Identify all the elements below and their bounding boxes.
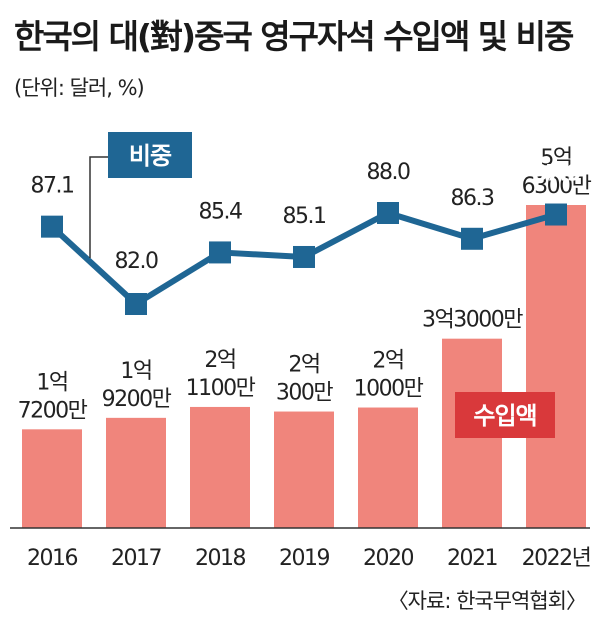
ratio-legend-label: 비중 <box>129 142 172 170</box>
import-value-label: 2억 <box>288 353 319 378</box>
ratio-marker <box>545 203 567 226</box>
ratio-line-series: 87.1 82.0 85.4 85.1 88.0 86.3 87.9 <box>31 160 582 315</box>
import-value-label: 300만 <box>276 381 333 406</box>
bar-series <box>22 205 586 528</box>
ratio-value-label: 88.0 <box>367 160 410 185</box>
import-value-label: 1억 <box>120 359 151 384</box>
ratio-value-label: 82.0 <box>115 249 158 274</box>
import-bar <box>106 417 166 528</box>
import-value-label: 5억 <box>540 146 571 171</box>
x-tick-label: 2017 <box>111 546 161 571</box>
import-bar <box>526 205 586 528</box>
chart-title: 한국의 대(對)중국 영구자석 수입액 및 비중 <box>14 17 574 56</box>
ratio-leader-line <box>89 156 108 258</box>
ratio-marker <box>377 202 399 224</box>
import-legend-label: 수입액 <box>473 402 536 430</box>
import-value-label: 9200만 <box>102 387 172 412</box>
ratio-marker <box>209 241 231 264</box>
ratio-marker <box>461 227 483 250</box>
ratio-marker <box>41 215 63 238</box>
x-tick-label: 2021 <box>447 546 497 571</box>
source-note: 〈자료: 한국무역협회〉 <box>387 589 587 613</box>
import-value-label: 3억3000만 <box>422 308 523 333</box>
unit-note: (단위: 달러, %) <box>14 76 145 100</box>
x-tick-label: 2016 <box>27 546 77 571</box>
ratio-marker <box>293 245 315 268</box>
ratio-value-label: 86.3 <box>451 186 494 211</box>
ratio-value-label: 87.1 <box>31 174 74 199</box>
import-value-label: 2억 <box>204 348 235 373</box>
ratio-value-label: 87.9 <box>532 162 580 187</box>
import-bar <box>22 429 82 528</box>
import-bar <box>190 406 250 528</box>
import-value-label: 1억 <box>36 370 67 395</box>
import-value-label: 2억 <box>372 349 403 374</box>
x-tick-label: 2022년 <box>522 546 591 571</box>
import-legend-badge <box>455 392 555 438</box>
import-value-label: 1000만 <box>354 377 424 402</box>
ratio-legend-badge <box>108 132 192 178</box>
import-value-label: 7200만 <box>18 398 88 423</box>
ratio-value-label: 85.1 <box>283 204 326 229</box>
x-tick-label: 2018 <box>195 546 245 571</box>
bar-value-labels: 1억 7200만 1억 9200만 2억 1100만 2억 300만 2억 1000만 3억3000… <box>18 146 593 423</box>
x-tick-label: 2020 <box>363 546 413 571</box>
import-bar <box>358 407 418 528</box>
ratio-value-label: 85.4 <box>199 199 242 224</box>
import-bar <box>274 411 334 528</box>
import-value-label: 6300만 <box>522 174 592 199</box>
import-value-label: 1100만 <box>186 376 256 401</box>
x-axis: 2016 2017 2018 2019 2020 2021 2022년 <box>10 527 592 571</box>
x-tick-label: 2019 <box>279 546 329 571</box>
ratio-marker <box>125 293 147 315</box>
